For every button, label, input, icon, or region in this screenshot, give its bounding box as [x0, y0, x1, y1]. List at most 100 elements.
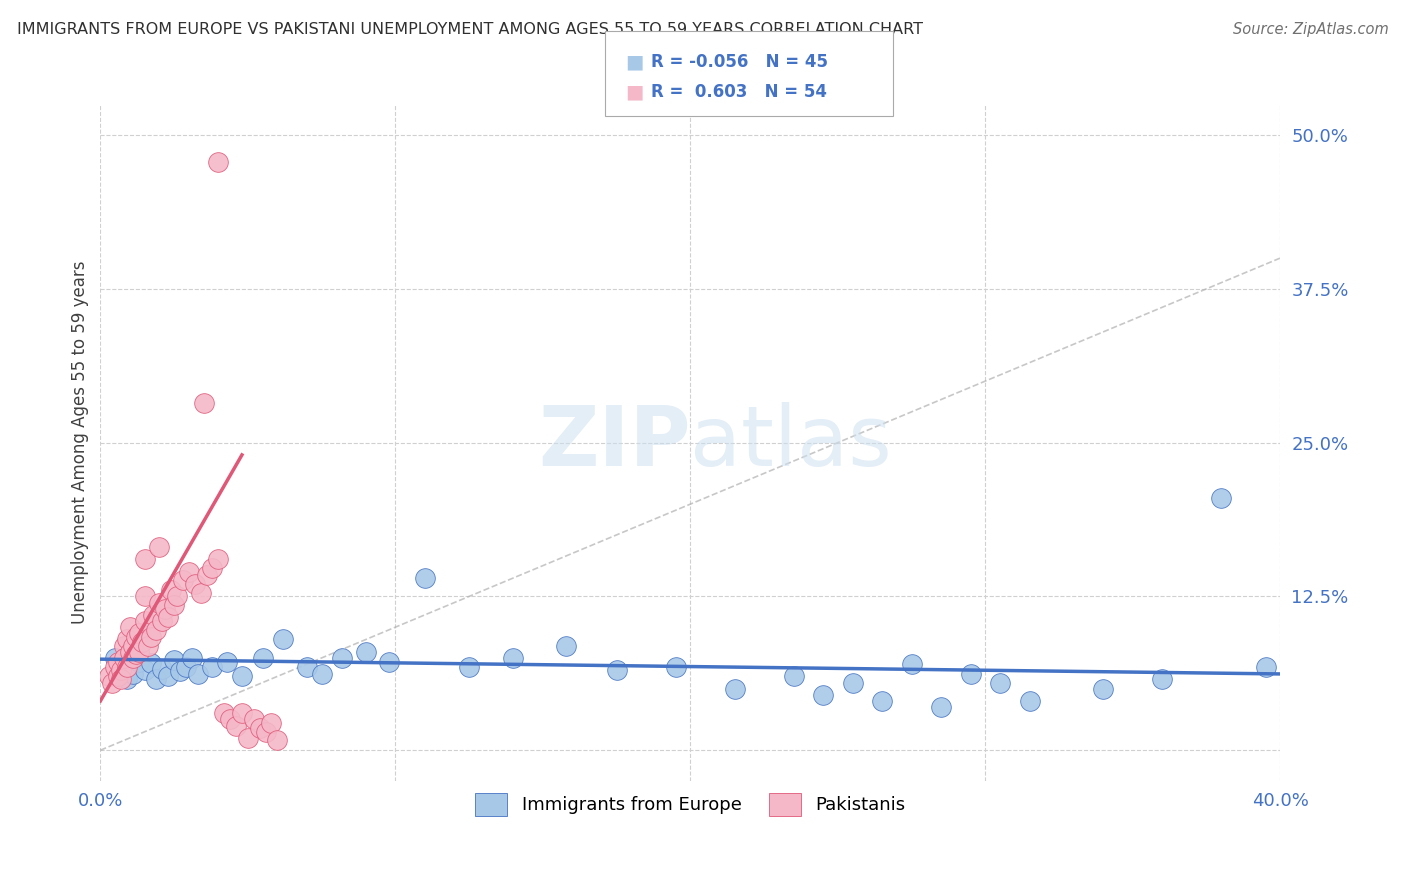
Point [163, 598, 186, 612]
Point [870, 694, 893, 708]
Point [988, 675, 1011, 690]
Text: Source: ZipAtlas.com: Source: ZipAtlas.com [1233, 22, 1389, 37]
Point [125, 630, 148, 644]
Point [160, 583, 183, 598]
Point [190, 585, 212, 599]
Point [115, 672, 138, 686]
Point [260, 716, 283, 731]
Point [136, 639, 159, 653]
Point [101, 675, 124, 690]
Point [98, 669, 121, 683]
Point [959, 667, 981, 681]
Point [155, 601, 177, 615]
Text: atlas: atlas [690, 402, 891, 483]
Point [1018, 694, 1040, 708]
Point [1254, 659, 1277, 673]
Legend: Immigrants from Europe, Pakistanis: Immigrants from Europe, Pakistanis [468, 786, 912, 822]
Point [172, 574, 194, 588]
Point [131, 635, 153, 649]
Point [121, 639, 143, 653]
Point [134, 552, 156, 566]
Point [128, 645, 150, 659]
Point [266, 733, 288, 747]
Point [174, 659, 197, 673]
Point [148, 540, 170, 554]
Point [118, 645, 141, 659]
Point [900, 657, 922, 671]
Point [193, 396, 215, 410]
Point [723, 681, 745, 696]
Point [782, 669, 804, 683]
Point [295, 659, 318, 673]
Point [207, 155, 229, 169]
Point [1092, 681, 1115, 696]
Point [242, 713, 264, 727]
Point [231, 706, 253, 721]
Point [169, 665, 191, 679]
Point [112, 639, 135, 653]
Point [118, 620, 141, 634]
Point [125, 647, 148, 661]
Point [157, 610, 180, 624]
Point [177, 565, 200, 579]
Point [180, 651, 202, 665]
Point [311, 667, 333, 681]
Point [104, 659, 127, 673]
Point [121, 667, 143, 681]
Point [502, 651, 524, 665]
Point [378, 655, 401, 669]
Text: IMMIGRANTS FROM EUROPE VS PAKISTANI UNEMPLOYMENT AMONG AGES 55 TO 59 YEARS CORRE: IMMIGRANTS FROM EUROPE VS PAKISTANI UNEM… [17, 22, 922, 37]
Point [163, 653, 186, 667]
Point [134, 663, 156, 677]
Point [195, 568, 218, 582]
Text: ■: ■ [626, 82, 644, 102]
Point [145, 623, 167, 637]
Point [841, 675, 863, 690]
Point [107, 669, 129, 683]
Point [107, 655, 129, 669]
Point [413, 571, 436, 585]
Point [665, 659, 688, 673]
Text: R =  0.603   N = 54: R = 0.603 N = 54 [651, 83, 827, 101]
Point [145, 672, 167, 686]
Point [157, 669, 180, 683]
Point [254, 724, 277, 739]
Point [458, 659, 481, 673]
Point [811, 688, 834, 702]
Point [1152, 672, 1174, 686]
Point [121, 651, 143, 665]
Point [555, 639, 578, 653]
Point [128, 626, 150, 640]
Point [217, 655, 239, 669]
Point [201, 659, 224, 673]
Point [187, 667, 209, 681]
Text: R = -0.056   N = 45: R = -0.056 N = 45 [651, 53, 828, 70]
Point [249, 721, 271, 735]
Point [201, 561, 224, 575]
Point [1211, 491, 1233, 505]
Y-axis label: Unemployment Among Ages 55 to 59 years: Unemployment Among Ages 55 to 59 years [72, 260, 89, 624]
Point [150, 662, 173, 676]
Point [184, 577, 207, 591]
Point [929, 700, 952, 714]
Point [166, 590, 188, 604]
Point [115, 632, 138, 647]
Point [354, 645, 377, 659]
Point [236, 731, 259, 745]
Point [252, 651, 274, 665]
Point [219, 713, 242, 727]
Point [139, 656, 162, 670]
Point [110, 659, 132, 673]
Point [330, 651, 353, 665]
Point [139, 630, 162, 644]
Point [110, 672, 132, 686]
Point [225, 718, 247, 732]
Point [148, 596, 170, 610]
Point [212, 706, 235, 721]
Text: ■: ■ [626, 52, 644, 71]
Point [142, 607, 165, 622]
Point [115, 659, 138, 673]
Point [112, 651, 135, 665]
Point [104, 651, 127, 665]
Point [134, 590, 156, 604]
